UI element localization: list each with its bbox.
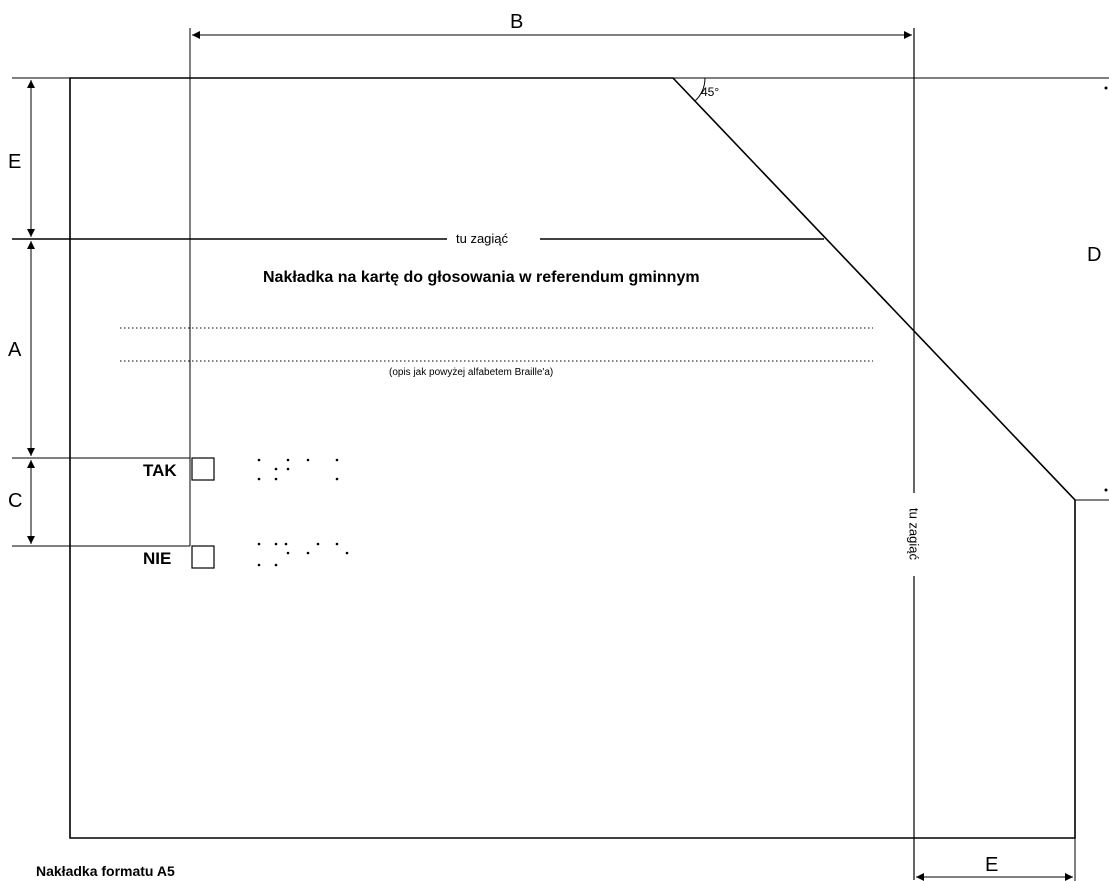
nie-checkbox	[191, 545, 215, 569]
tak-checkbox	[191, 457, 215, 481]
option-nie-label: NIE	[143, 549, 172, 568]
tak-braille-dots	[257, 458, 339, 481]
dimension-a-label: A	[8, 339, 22, 361]
dimension-e-left-label: E	[8, 151, 22, 173]
fold-label-vertical: tu zagiąć	[906, 507, 922, 561]
d-bottom-marker	[1104, 488, 1108, 492]
fold-label-horizontal: tu zagiąć	[456, 231, 509, 246]
caption: Nakładka formatu A5	[36, 863, 175, 879]
nie-braille-dots	[257, 542, 349, 567]
d-top-marker	[1104, 86, 1108, 90]
angle-label: 45°	[701, 85, 720, 99]
overlay-outline	[69, 77, 1076, 839]
option-tak-label: TAK	[143, 461, 177, 480]
angle-arc	[694, 77, 706, 102]
dimension-e-bottom-label: E	[985, 854, 999, 876]
braille-note: (opis jak powyżej alfabetem Braille'a)	[389, 367, 554, 378]
dimension-d-label: D	[1087, 244, 1102, 266]
dimension-b-label: B	[510, 11, 524, 33]
dimension-c-label: C	[8, 490, 23, 512]
overlay-title: Nakładka na kartę do głosowania w refere…	[263, 269, 700, 286]
